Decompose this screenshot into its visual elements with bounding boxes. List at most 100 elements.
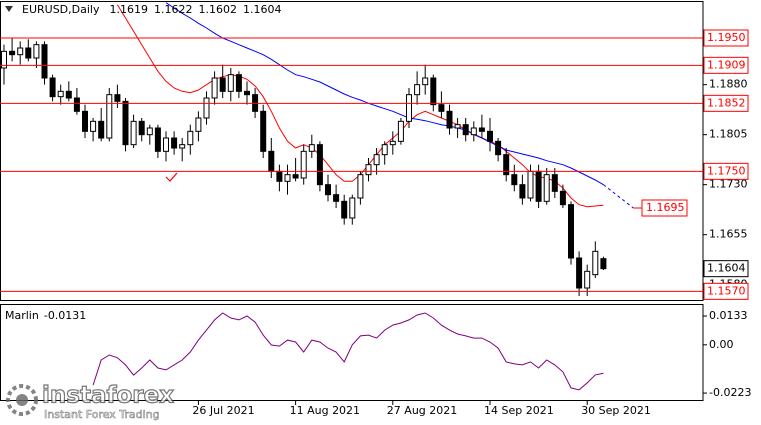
candle-body xyxy=(9,50,16,56)
level-label-box xyxy=(703,29,749,47)
candle-body xyxy=(41,44,48,79)
candle-body xyxy=(260,110,267,152)
x-tick-label: 14 Sep 2021 xyxy=(484,404,554,417)
candle-body xyxy=(130,120,137,146)
candle-body xyxy=(235,74,242,92)
logo-icon xyxy=(16,394,28,406)
x-tick-label: 11 Aug 2021 xyxy=(290,404,360,417)
current-price-box xyxy=(703,260,749,278)
candle-body xyxy=(219,77,226,92)
candle-body xyxy=(146,127,153,136)
symbol-icon xyxy=(5,6,13,12)
candle-body xyxy=(268,150,275,172)
candle-body xyxy=(284,174,291,182)
x-tick-label: 26 Jul 2021 xyxy=(192,404,254,417)
header-low: 1.1602 xyxy=(198,3,237,16)
indicator-plot xyxy=(92,312,604,391)
header-open: 1.1619 xyxy=(109,3,148,16)
header-high: 1.1622 xyxy=(154,3,193,16)
moving-average xyxy=(165,2,604,186)
candle-body xyxy=(33,44,40,59)
candle-body xyxy=(98,120,105,139)
check-mark xyxy=(165,172,178,182)
candle-body xyxy=(73,97,80,112)
x-tick-label: 30 Sep 2021 xyxy=(581,404,651,417)
candle-body xyxy=(25,47,32,59)
indicator-name: Marlin xyxy=(5,309,39,322)
candle-body xyxy=(82,110,88,132)
candle-body xyxy=(292,174,299,179)
y-tick-label: 1.1655 xyxy=(709,228,748,241)
candle-body xyxy=(316,144,323,186)
watermark-brand: instaforex xyxy=(42,383,174,409)
candle-body xyxy=(406,94,412,122)
candle-body xyxy=(122,100,129,146)
level-label: 1.1950 xyxy=(707,31,746,44)
candle-body xyxy=(57,90,64,98)
axes: EURUSD,Daily 1.1619 1.1622 1.1602 1.1604 Marl… xyxy=(5,3,751,417)
candle-body xyxy=(397,120,404,142)
level-label: 1.1570 xyxy=(707,284,746,297)
x-tick-label: 27 Aug 2021 xyxy=(387,404,457,417)
level-label: 1.1852 xyxy=(707,96,746,109)
candle-body xyxy=(308,144,315,152)
indicator-line xyxy=(92,312,604,391)
candle-body xyxy=(163,137,169,152)
candle-body xyxy=(106,94,113,139)
candle-body xyxy=(592,250,599,276)
indicator-panel-frame xyxy=(0,304,704,401)
level-label-box xyxy=(703,94,749,112)
candle-body xyxy=(90,120,97,132)
candle-body xyxy=(503,154,510,176)
y-tick-label: 1.1805 xyxy=(709,128,748,141)
candle-body xyxy=(138,120,145,136)
candle-body xyxy=(478,127,485,132)
candle-body xyxy=(171,137,178,149)
candle-body xyxy=(543,174,550,202)
y-tick-label: 1.1880 xyxy=(709,78,748,91)
candle-body xyxy=(446,110,453,129)
candle-body xyxy=(438,104,445,112)
candle-body xyxy=(576,257,583,289)
candle-body xyxy=(462,124,469,136)
indicator-tick-label: 0.00 xyxy=(709,338,734,351)
projection-label-box xyxy=(641,199,688,217)
candle-body xyxy=(341,200,348,219)
candle-body xyxy=(511,174,518,186)
candle-body xyxy=(519,184,526,199)
candle-body xyxy=(244,90,250,96)
candle-body xyxy=(414,84,421,96)
candle-body xyxy=(65,90,72,99)
candle-body xyxy=(1,50,7,69)
watermark: instaforex Instant Forex Trading xyxy=(6,382,175,421)
candle-body xyxy=(495,140,502,156)
projection-line xyxy=(603,184,634,209)
y-tick-label: 1.1730 xyxy=(709,178,748,191)
candle-body xyxy=(49,77,56,98)
header-close: 1.1604 xyxy=(243,3,282,16)
level-label-box xyxy=(703,162,749,180)
logo-icon xyxy=(6,384,38,416)
level-label: 1.1909 xyxy=(707,58,746,71)
indicator-tick-label: -0.0223 xyxy=(709,386,751,399)
candle-body xyxy=(333,194,340,202)
candle-body xyxy=(535,170,542,202)
level-label-box xyxy=(703,56,749,74)
candle-body xyxy=(470,127,477,136)
candle-body xyxy=(276,170,283,182)
candle-body xyxy=(527,170,534,199)
main-panel-frame xyxy=(0,1,704,301)
candle-body xyxy=(454,124,461,129)
candle-body xyxy=(114,94,121,102)
price-plot xyxy=(0,2,703,296)
candle-body xyxy=(187,130,194,146)
symbol-label: EURUSD,Daily xyxy=(22,3,100,16)
candle-body xyxy=(211,77,218,99)
candle-body xyxy=(559,190,566,206)
candle-body xyxy=(203,97,210,119)
candle-body xyxy=(325,184,331,196)
candle-body xyxy=(300,150,307,179)
